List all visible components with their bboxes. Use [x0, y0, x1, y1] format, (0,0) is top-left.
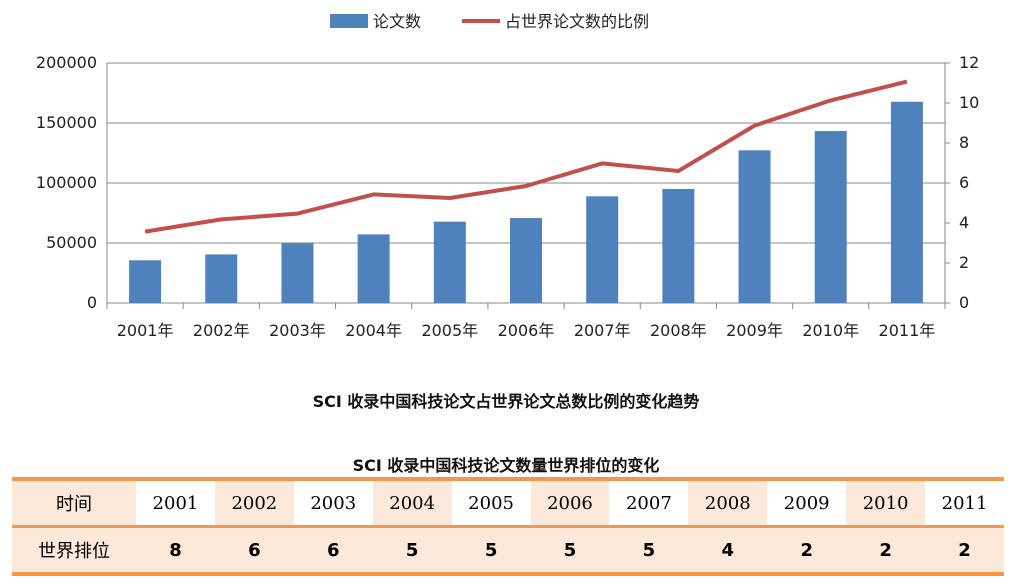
x-tick-label: 2005年: [421, 321, 478, 340]
legend-label: 占世界论文数的比例: [505, 12, 649, 31]
y-tick-label: 0: [87, 293, 97, 312]
year-cell: 2008: [688, 479, 768, 527]
year-cell: 2005: [451, 479, 531, 527]
year-cell: 2007: [609, 479, 689, 527]
y-tick-label: 100000: [36, 173, 97, 192]
y-tick-label: 50000: [46, 233, 97, 252]
bar: [814, 131, 847, 303]
rank-cell: 5: [563, 539, 577, 561]
bar: [357, 234, 390, 303]
year-cell: 2011: [925, 479, 1004, 527]
bar: [205, 254, 238, 303]
bar: [662, 189, 695, 303]
y2-tick-label: 10: [959, 93, 979, 112]
bar: [281, 243, 314, 303]
year-cell: 2010: [846, 479, 926, 527]
y2-tick-label: 0: [959, 293, 969, 312]
x-tick-label: 2008年: [650, 321, 707, 340]
ratio-line: [144, 79, 908, 234]
year-cell: 2009: [767, 479, 847, 527]
year-cell: 2006: [530, 479, 610, 527]
rank-cell: 2: [958, 539, 971, 561]
rank-cell: 5: [484, 539, 498, 561]
x-tick-label: 2002年: [193, 321, 250, 340]
rank-cell: 2: [879, 539, 892, 561]
y2-tick-label: 6: [959, 173, 969, 192]
bar: [510, 218, 542, 303]
year-cell: 2002: [214, 479, 294, 527]
x-tick-label: 2003年: [269, 321, 326, 340]
year-cell: 2004: [372, 479, 452, 527]
rank-row: 世界排位 8 6 6 5 5 5 5 4 2 2 2: [12, 526, 1004, 574]
x-tick-label: 2007年: [574, 321, 631, 340]
bar: [129, 260, 162, 303]
chart-title: SCI 收录中国科技论文占世界论文总数比例的变化趋势: [312, 392, 700, 411]
bar: [738, 150, 771, 303]
year-cell: 2001: [136, 479, 215, 527]
y2-tick-label: 8: [959, 133, 969, 152]
legend-bar-swatch: [330, 14, 368, 28]
row-header: 时间: [12, 479, 136, 527]
y2-tick-label: 2: [959, 253, 969, 272]
ranking-table: 时间 2001 2002 2003 2004 2005 2006 2007 2008 2009 20…: [12, 477, 1004, 576]
bar: [433, 221, 466, 303]
x-tick-label: 2010年: [802, 321, 859, 340]
y-tick-label: 200000: [36, 53, 97, 72]
year-cell: 2003: [293, 479, 373, 527]
x-tick-label: 2009年: [726, 321, 783, 340]
table-title: SCI 收录中国科技论文数量世界排位的变化: [352, 456, 660, 475]
rank-cell: 4: [721, 539, 735, 561]
rank-cell: 2: [800, 539, 813, 561]
combo-chart: 0 50000 100000 150000 200000 0 2 4 6 8 10 12 2001年 20…: [36, 12, 979, 340]
rank-cell: 5: [642, 539, 656, 561]
bar: [890, 101, 923, 303]
y2-tick-label: 4: [959, 213, 969, 232]
year-row: 时间 2001 2002 2003 2004 2005 2006 2007 2008 2009 20…: [12, 479, 1004, 527]
x-tick-label: 2006年: [498, 321, 555, 340]
y2-tick-label: 12: [959, 53, 979, 72]
x-tick-label: 2004年: [345, 321, 402, 340]
y-tick-label: 150000: [36, 113, 97, 132]
rank-cell: 5: [405, 539, 419, 561]
rank-cell: 8: [169, 539, 182, 561]
rank-cell: 6: [248, 539, 261, 561]
row-header: 世界排位: [38, 541, 110, 562]
x-tick-label: 2011年: [879, 321, 936, 340]
bar: [586, 196, 619, 303]
x-tick-label: 2001年: [117, 321, 174, 340]
rank-cell: 6: [327, 539, 340, 561]
legend-label: 论文数: [373, 12, 421, 31]
